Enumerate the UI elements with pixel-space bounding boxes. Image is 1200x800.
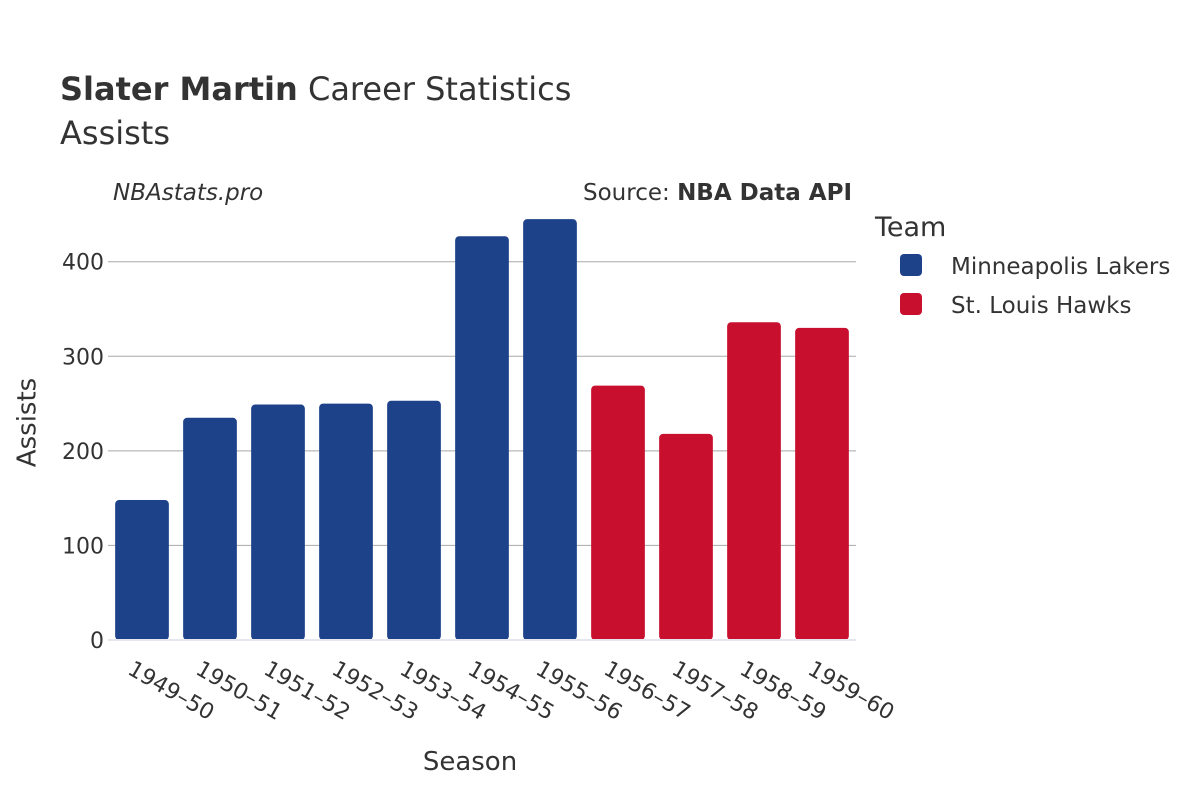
bar-minneapolis-lakers-0[interactable] bbox=[115, 500, 169, 640]
legend-label-minneapolis-lakers: Minneapolis Lakers bbox=[951, 254, 1170, 280]
x-tick-labels: 1949–501950–511951–521952–531953–541954–… bbox=[123, 657, 898, 726]
y-tick-label: 100 bbox=[62, 534, 104, 559]
y-tick-label: 200 bbox=[62, 440, 104, 465]
source-name: NBA Data API bbox=[677, 180, 852, 206]
y-tick-label: 300 bbox=[62, 345, 104, 370]
legend-title: Team bbox=[874, 212, 946, 243]
chart-title-rest: Career Statistics bbox=[298, 70, 572, 108]
bar-st-louis-hawks-10[interactable] bbox=[795, 327, 849, 640]
legend-swatch-minneapolis-lakers bbox=[900, 254, 922, 276]
bars bbox=[115, 219, 849, 640]
bar-st-louis-hawks-7[interactable] bbox=[591, 385, 645, 640]
y-tick-label: 400 bbox=[62, 251, 104, 276]
source-note: Source: NBA Data API bbox=[583, 180, 852, 206]
y-axis-label: Assists bbox=[13, 378, 43, 467]
legend-item-st-louis-hawks[interactable]: St. Louis Hawks bbox=[900, 293, 1132, 319]
bar-minneapolis-lakers-1[interactable] bbox=[183, 417, 237, 640]
chart-subtitle: Assists bbox=[60, 114, 170, 152]
chart-title-player: Slater Martin bbox=[60, 70, 298, 108]
bar-minneapolis-lakers-4[interactable] bbox=[387, 400, 441, 640]
bar-minneapolis-lakers-3[interactable] bbox=[319, 403, 373, 640]
bar-st-louis-hawks-8[interactable] bbox=[659, 433, 713, 640]
y-tick-labels: 0 100 200 300 400 bbox=[62, 251, 104, 654]
x-axis-label: Season bbox=[423, 747, 517, 777]
bar-minneapolis-lakers-6[interactable] bbox=[523, 219, 577, 640]
watermark-text: NBAstats.pro bbox=[113, 180, 263, 206]
legend-label-st-louis-hawks: St. Louis Hawks bbox=[951, 293, 1132, 319]
legend-item-minneapolis-lakers[interactable]: Minneapolis Lakers bbox=[900, 254, 1170, 280]
legend-swatch-st-louis-hawks bbox=[900, 293, 922, 315]
bar-st-louis-hawks-9[interactable] bbox=[727, 322, 781, 640]
bar-minneapolis-lakers-2[interactable] bbox=[251, 404, 305, 640]
source-prefix: Source: bbox=[583, 180, 677, 206]
y-tick-label: 0 bbox=[90, 629, 104, 654]
legend: Team Minneapolis Lakers St. Louis Hawks bbox=[874, 212, 1170, 319]
chart-title: Slater Martin Career Statistics bbox=[60, 70, 571, 108]
bar-minneapolis-lakers-5[interactable] bbox=[455, 236, 509, 640]
